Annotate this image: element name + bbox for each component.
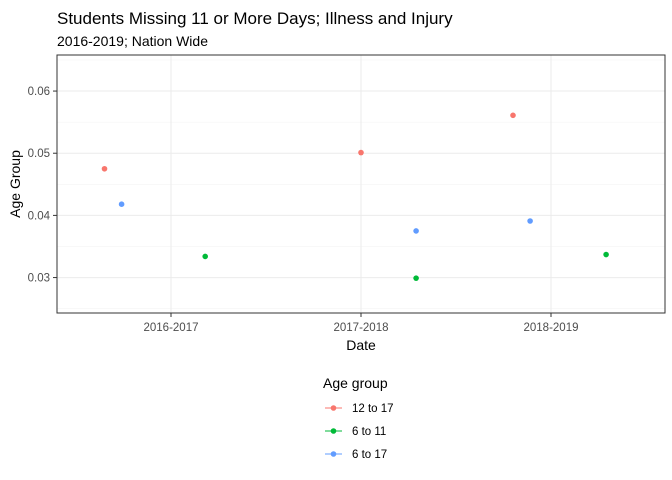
- data-point: [202, 253, 208, 260]
- legend-key-point: [330, 428, 337, 434]
- legend-label: 6 to 17: [352, 449, 387, 461]
- y-tick-label: 0.06: [28, 86, 50, 98]
- x-axis: 2016-2017 2017-2018 2018-2019: [144, 313, 579, 334]
- x-tick-label: 2017-2018: [334, 322, 389, 334]
- y-tick-label: 0.03: [28, 273, 50, 285]
- legend-label: 12 to 17: [352, 403, 394, 415]
- x-axis-title: Date: [346, 337, 376, 353]
- legend: Age group 12 to 17 6 to 11 6 to 17: [323, 375, 394, 461]
- y-tick-label: 0.04: [28, 210, 51, 222]
- legend-title: Age group: [323, 375, 388, 391]
- grid: [57, 55, 665, 313]
- data-point: [358, 149, 364, 156]
- data-point: [603, 251, 609, 258]
- data-point: [118, 201, 125, 208]
- y-axis-title: Age Group: [7, 150, 23, 218]
- legend-key-point: [330, 405, 337, 411]
- data-point: [101, 165, 108, 172]
- data-points: [101, 112, 609, 281]
- legend-label: 6 to 11: [352, 426, 386, 438]
- legend-key-point: [330, 451, 337, 457]
- y-axis: 0.03 0.04 0.05 0.06: [28, 86, 57, 285]
- y-tick-label: 0.05: [28, 148, 50, 160]
- x-tick-label: 2018-2019: [524, 322, 579, 334]
- chart-title: Students Missing 11 or More Days; Illnes…: [57, 9, 453, 28]
- chart-subtitle: 2016-2019; Nation Wide: [57, 33, 208, 49]
- data-point: [510, 112, 516, 119]
- data-point: [413, 228, 419, 234]
- x-tick-label: 2016-2017: [144, 322, 199, 334]
- data-point: [413, 275, 419, 281]
- data-point: [527, 218, 533, 224]
